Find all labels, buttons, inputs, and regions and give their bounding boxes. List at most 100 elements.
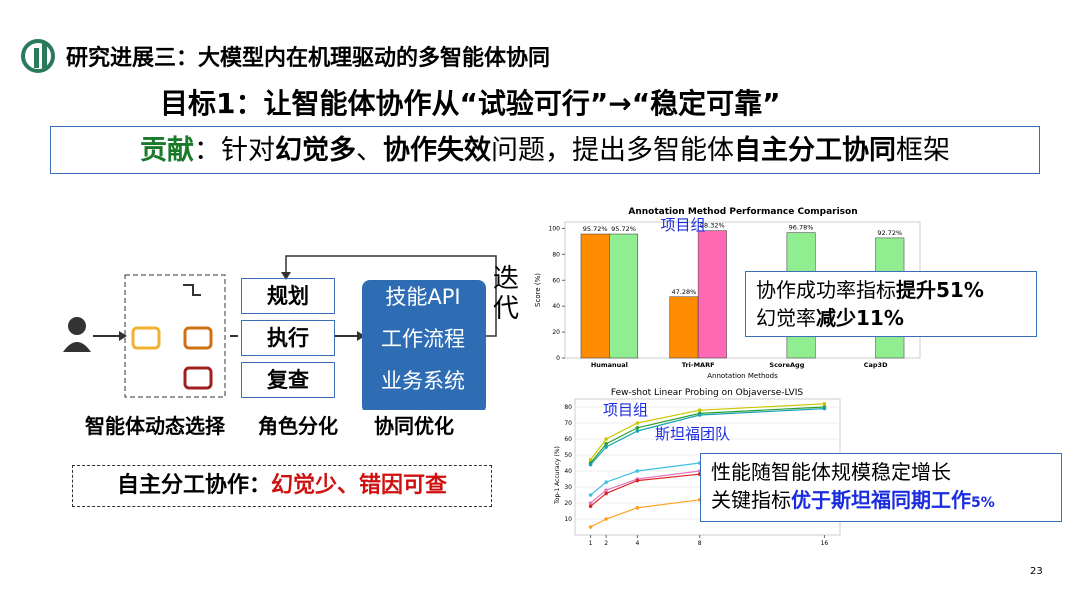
point: [588, 493, 593, 497]
text-run: 性能随智能体规模稳定增长: [711, 460, 951, 484]
contribution-box: 贡献：针对幻觉多、协作失效问题，提出多智能体自主分工协同框架: [50, 126, 1040, 174]
text-run: 自主分工协同: [734, 135, 896, 166]
diagram-art: [63, 255, 497, 410]
callout-line: 协作成功率指标提升51%: [756, 276, 1026, 304]
role-box: 执行: [241, 320, 335, 356]
value-label: 95.72%: [611, 225, 636, 233]
annotation: 斯坦福团队: [655, 425, 730, 443]
text-run: 协作失效: [383, 135, 491, 166]
point: [588, 501, 593, 505]
x-tick-label: 2: [604, 540, 608, 547]
text-run: 提升51%: [896, 278, 984, 302]
y-tick-label: 70: [564, 420, 572, 427]
tool-label: 工作流程: [381, 327, 465, 351]
y-tick-label: 50: [564, 452, 572, 459]
caption: 协同优化: [374, 414, 454, 438]
bar-chart: Annotation Method Performance Comparison…: [534, 207, 921, 380]
caption: 智能体动态选择: [85, 414, 225, 438]
page-number: 23: [1030, 566, 1043, 577]
x-tick-label: 1: [589, 540, 593, 547]
role-box: 复查: [241, 362, 335, 398]
point: [604, 442, 608, 446]
chart-title: Annotation Method Performance Comparison: [628, 207, 857, 217]
value-label: 47.28%: [672, 288, 697, 296]
line-chart: Few-shot Linear Probing on Objaverse-LVI…: [554, 388, 841, 547]
text-run: 幻觉多: [275, 135, 356, 166]
text-run: 自主分工协作：: [116, 473, 271, 498]
y-axis-label: Score (%): [534, 273, 542, 307]
y-tick-label: 10: [564, 516, 572, 523]
bar: [669, 296, 699, 359]
text-run: 减少11%: [816, 306, 904, 330]
point: [635, 429, 640, 433]
y-tick-label: 20: [564, 500, 572, 507]
y-tick-label: 80: [564, 404, 572, 411]
point: [635, 426, 640, 430]
point: [635, 421, 640, 425]
summary-box: 自主分工协作：幻觉少、错因可查: [72, 465, 492, 507]
annotation: 项目组: [603, 401, 648, 419]
y-tick-label: 80: [552, 251, 560, 258]
y-tick-label: 0: [556, 355, 560, 362]
chart-title: Few-shot Linear Probing on Objaverse-LVI…: [611, 388, 803, 398]
caption: 角色分化: [258, 414, 338, 438]
y-tick-label: 20: [552, 329, 560, 336]
point: [604, 480, 608, 484]
x-axis-label: Annotation Methods: [707, 372, 778, 380]
point: [635, 478, 640, 483]
point: [697, 413, 702, 417]
callout-line: 幻觉率减少11%: [756, 304, 1026, 332]
point: [588, 504, 593, 508]
logo: [21, 39, 55, 73]
point: [604, 517, 608, 521]
point: [588, 462, 593, 467]
y-tick-label: 100: [549, 225, 561, 232]
point: [822, 406, 827, 411]
value-label: 98.32%: [700, 222, 725, 230]
y-tick-label: 60: [552, 277, 560, 284]
callout-line: 关键指标优于斯坦福同期工作5%: [711, 486, 1051, 517]
annotation: 项目组: [660, 216, 705, 234]
value-label: 92.72%: [877, 229, 902, 237]
tool-label: 技能API: [385, 285, 461, 309]
text-run: 5%: [971, 495, 995, 511]
text-run: 问题，提出多智能体: [491, 135, 734, 166]
y-axis-label: Top-1 Accuracy (%): [554, 446, 561, 505]
callout: 性能随智能体规模稳定增长 关键指标优于斯坦福同期工作5%: [700, 453, 1062, 522]
text-run: 幻觉率: [756, 306, 816, 330]
text-run: 优于斯坦福同期工作: [791, 488, 971, 512]
text-run: 、: [356, 135, 383, 166]
point: [604, 488, 608, 492]
point: [635, 506, 640, 510]
bar: [580, 233, 610, 359]
text-run: ：针对: [194, 135, 275, 166]
role-box: 规划: [241, 278, 335, 314]
text-run: 幻觉少、错因可查: [271, 473, 448, 498]
point: [822, 402, 827, 406]
bar: [697, 230, 727, 359]
callout: 协作成功率指标提升51% 幻觉率减少11%: [745, 271, 1037, 337]
y-tick-label: 40: [564, 468, 572, 475]
x-tick-label: 8: [698, 540, 702, 547]
y-tick-label: 40: [552, 303, 560, 310]
value-label: 95.72%: [583, 225, 608, 233]
text-run: 框架: [896, 135, 950, 166]
point: [588, 458, 593, 462]
x-tick-label: 16: [821, 540, 829, 547]
point: [635, 469, 640, 473]
tool-label: 业务系统: [381, 369, 465, 393]
callout-line: 性能随智能体规模稳定增长: [711, 458, 1051, 486]
x-tick-label: 4: [635, 540, 639, 547]
text-run: 协作成功率指标: [756, 278, 896, 302]
x-tick-label: Cap3D: [864, 361, 888, 369]
header-title: 研究进展三：大模型内在机理驱动的多智能体协同: [66, 46, 551, 71]
bar: [609, 233, 639, 359]
x-tick-label: ScoreAgg: [769, 361, 804, 369]
point: [588, 525, 593, 529]
point: [697, 408, 702, 412]
loop-label: 迭代: [493, 264, 520, 324]
x-tick-label: Humanual: [591, 361, 628, 369]
y-tick-label: 60: [564, 436, 572, 443]
point: [604, 445, 608, 449]
